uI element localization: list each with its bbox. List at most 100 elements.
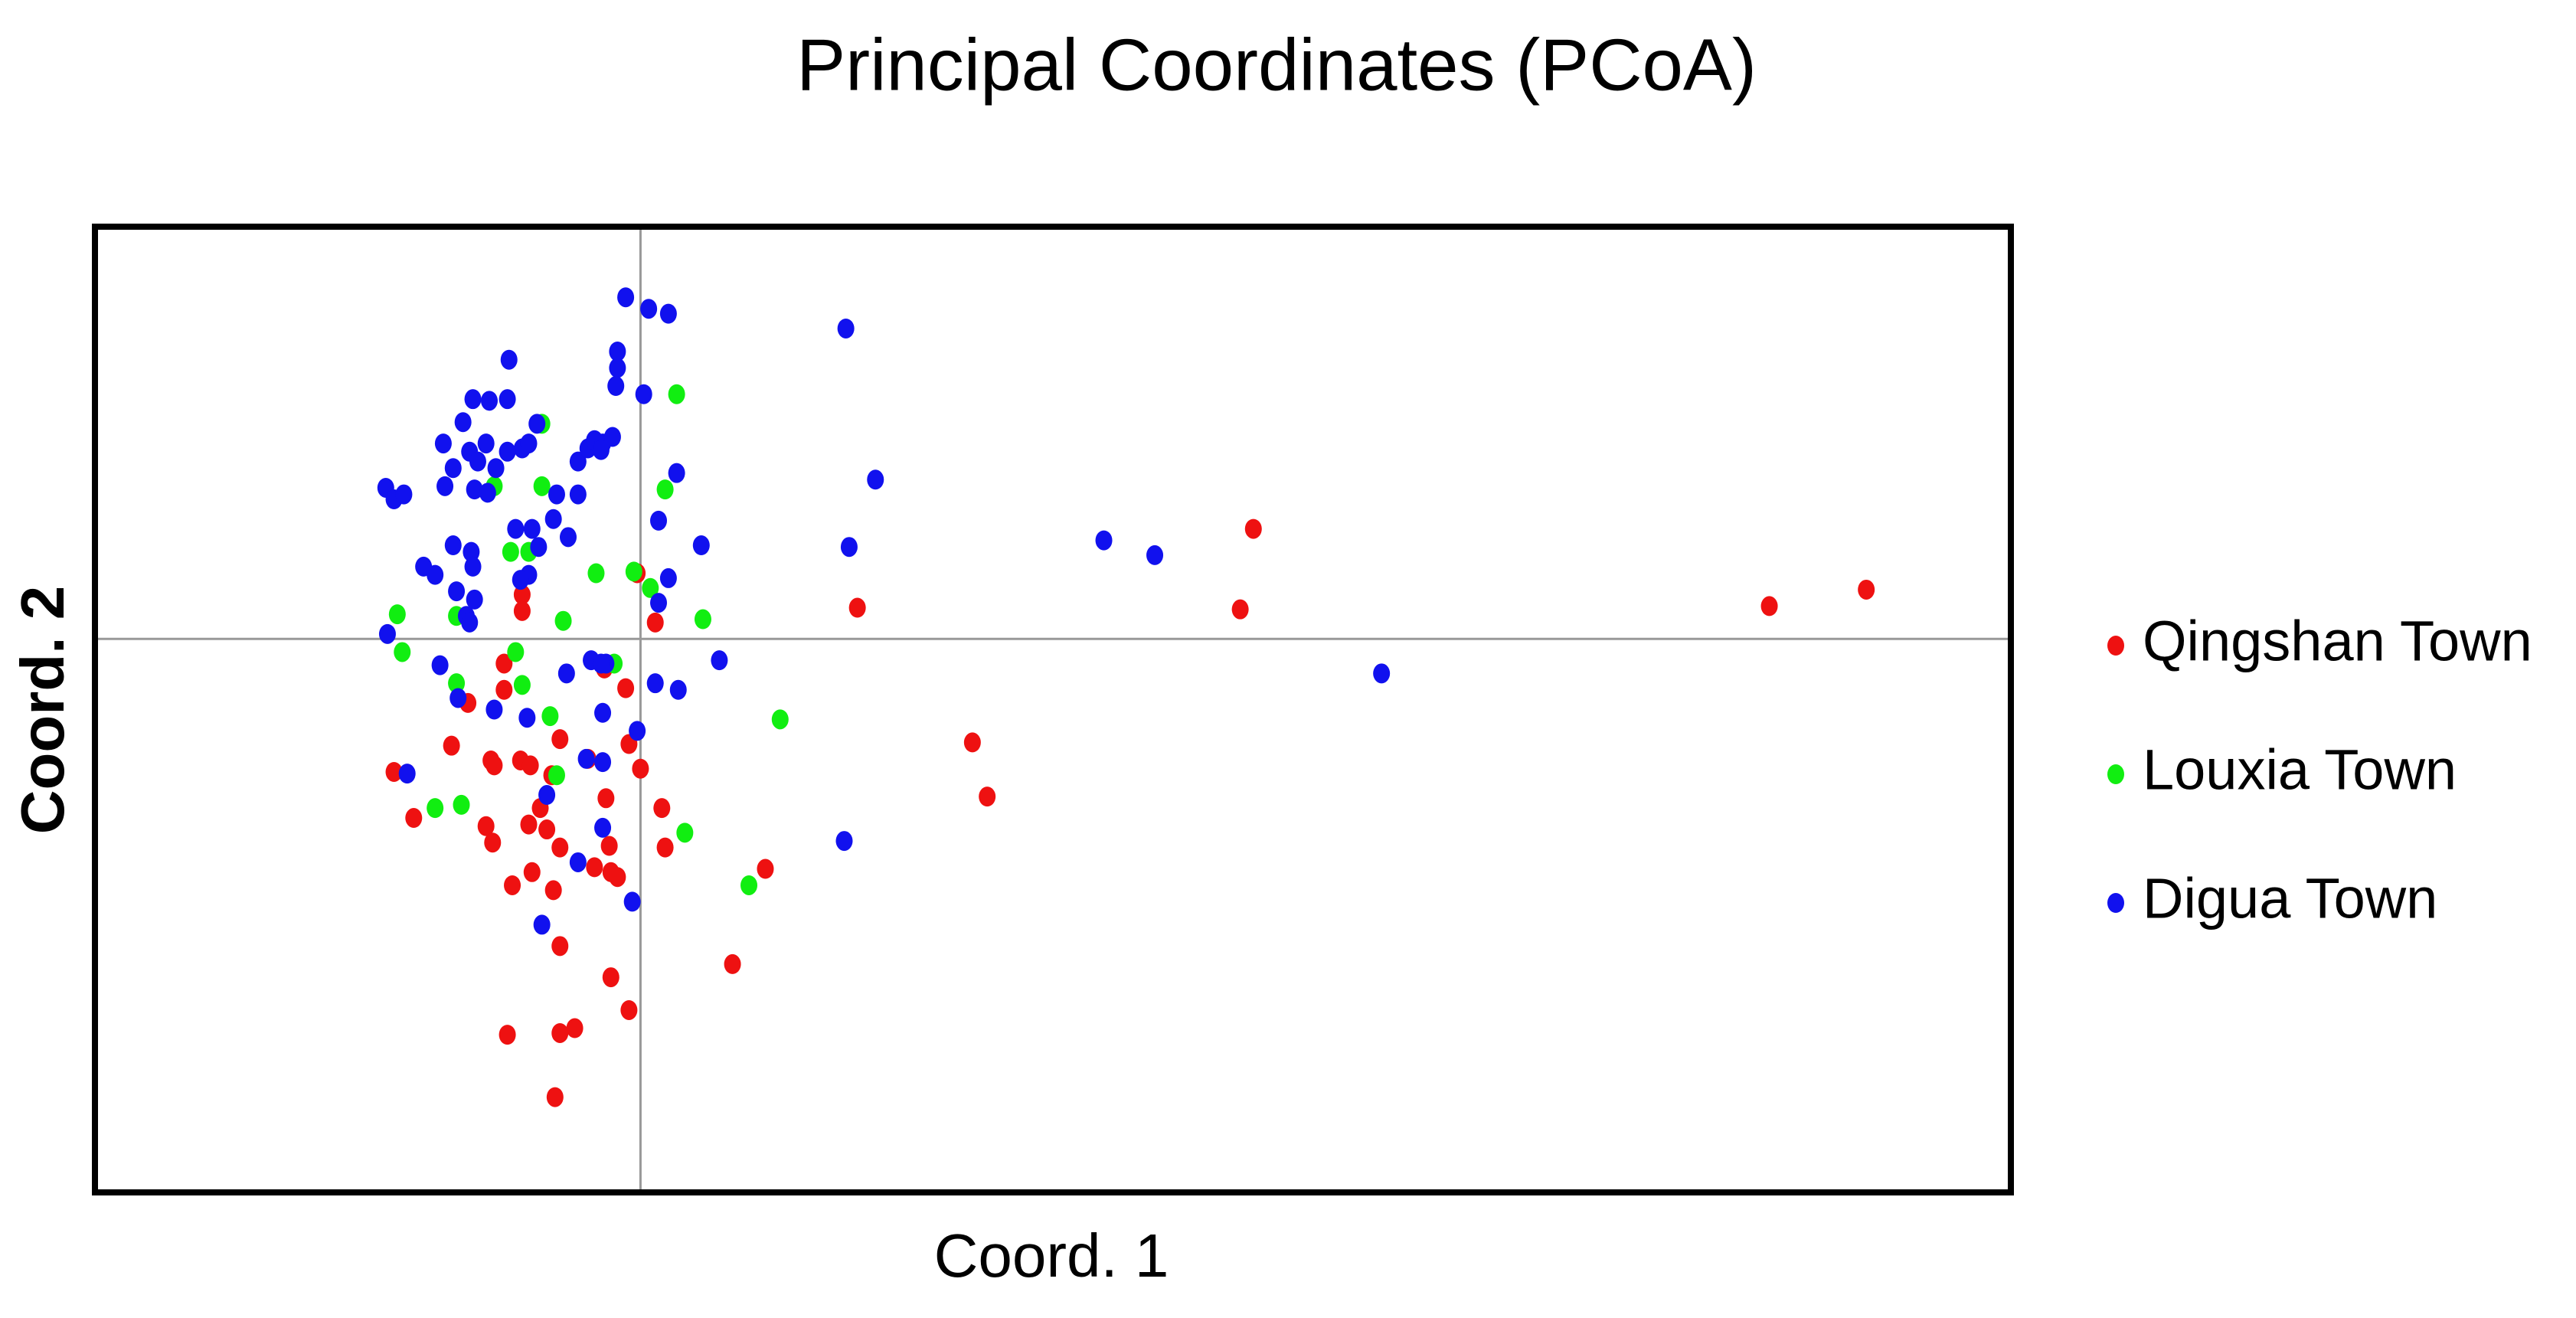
point (523, 862, 541, 882)
point (607, 376, 625, 397)
point (559, 527, 577, 548)
point (656, 479, 674, 500)
point (551, 837, 569, 858)
point (523, 518, 541, 539)
point (668, 463, 685, 483)
point (469, 451, 486, 472)
point (635, 384, 652, 404)
point (551, 1022, 569, 1043)
point (554, 610, 572, 631)
point (449, 688, 467, 708)
point (867, 469, 884, 490)
point (544, 880, 562, 901)
point (642, 577, 659, 598)
point (609, 341, 626, 361)
point (500, 349, 518, 370)
x-axis-label: Coord. 1 (934, 1222, 1169, 1290)
point (546, 1087, 564, 1107)
point (646, 612, 664, 633)
point (431, 655, 449, 675)
point (502, 541, 519, 562)
point (650, 593, 668, 613)
point (640, 299, 658, 319)
point (587, 563, 605, 584)
point (594, 817, 612, 838)
point (533, 476, 551, 496)
legend-marker (2107, 764, 2124, 784)
point (466, 479, 483, 500)
point (385, 761, 403, 782)
point (461, 612, 479, 633)
point (757, 858, 774, 879)
legend-label: Qingshan Town (2143, 610, 2532, 673)
point (963, 732, 981, 753)
point (724, 953, 741, 974)
point (668, 384, 685, 404)
point (513, 584, 531, 605)
point (495, 653, 513, 674)
point (499, 441, 516, 462)
point (1146, 545, 1164, 565)
chart-title: Principal Coordinates (PCoA) (796, 24, 1757, 106)
point (507, 518, 525, 539)
point (395, 484, 413, 505)
point (659, 567, 677, 588)
point (388, 604, 406, 625)
point (566, 1018, 584, 1038)
point (479, 482, 496, 503)
point (504, 875, 521, 895)
point (692, 535, 710, 556)
point (427, 798, 444, 819)
point (499, 1025, 516, 1045)
point (378, 623, 396, 644)
point (464, 556, 482, 577)
point (600, 836, 618, 856)
point (541, 706, 559, 727)
point (623, 891, 641, 912)
point (512, 570, 529, 590)
point (557, 663, 575, 684)
point (551, 729, 569, 750)
point (518, 708, 536, 728)
legend-label: Digua Town (2143, 867, 2437, 930)
point (1095, 530, 1113, 551)
point (528, 414, 546, 434)
point (530, 537, 548, 558)
point (602, 967, 619, 988)
legend-label: Louxia Town (2143, 738, 2457, 802)
point (676, 823, 694, 843)
point (480, 391, 498, 411)
point (1244, 518, 1262, 539)
point (848, 597, 866, 618)
point (448, 581, 466, 602)
point (443, 735, 460, 756)
point (394, 642, 411, 662)
point (513, 675, 531, 695)
y-axis-label: Coord. 2 (8, 586, 77, 834)
point (538, 785, 556, 806)
point (551, 936, 569, 957)
point (448, 673, 466, 694)
point (484, 832, 502, 853)
point (477, 816, 495, 836)
point (434, 433, 452, 454)
point (485, 699, 503, 720)
point (837, 318, 855, 338)
point (477, 433, 495, 454)
point (669, 679, 687, 700)
point (513, 600, 531, 621)
point (609, 358, 626, 378)
point (650, 510, 668, 531)
point (569, 484, 587, 505)
legend-marker (2107, 893, 2124, 913)
point (632, 758, 649, 779)
plot-frame (92, 224, 2014, 1195)
point (835, 831, 853, 852)
point (464, 389, 482, 410)
point (617, 287, 635, 308)
point (620, 999, 638, 1020)
point (538, 819, 556, 840)
point (533, 914, 551, 935)
